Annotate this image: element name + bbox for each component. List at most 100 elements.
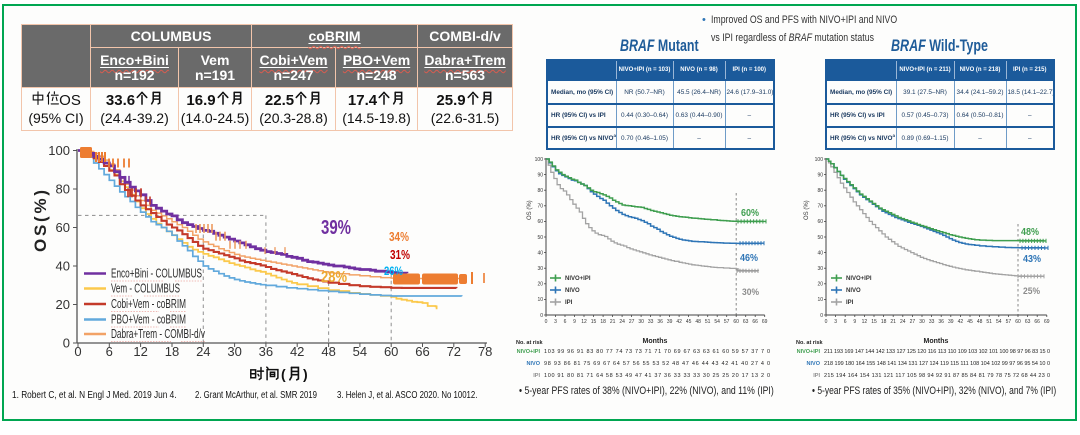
- svg-text:NIVO: NIVO: [565, 288, 580, 294]
- svg-text:9: 9: [853, 319, 856, 325]
- svg-text:IPI: IPI: [846, 300, 854, 306]
- svg-text:30: 30: [638, 319, 644, 325]
- svg-text:69: 69: [762, 319, 768, 325]
- svg-text:66: 66: [415, 344, 429, 359]
- svg-text:60: 60: [537, 219, 543, 225]
- svg-text:27: 27: [910, 319, 916, 325]
- svg-text:100 91 80 81 71 64 58 53 49 47: 100 91 80 81 71 64 58 53 49 47 41 37 36 …: [544, 373, 770, 379]
- svg-text:6: 6: [844, 319, 847, 325]
- svg-text:60: 60: [384, 344, 398, 359]
- svg-text:215 194 164 154 131 121 117 10: 215 194 164 154 131 121 117 105 98 94 92…: [824, 373, 1050, 379]
- svg-text:21: 21: [890, 319, 896, 325]
- svg-text:70: 70: [537, 204, 543, 210]
- svg-text:45: 45: [967, 319, 973, 325]
- svg-text:NIVO+IPI: NIVO+IPI: [565, 276, 591, 282]
- svg-text:24: 24: [196, 344, 210, 359]
- svg-text:70: 70: [817, 204, 823, 210]
- svg-text:54: 54: [714, 319, 720, 325]
- svg-text:30: 30: [227, 344, 241, 359]
- svg-text:18: 18: [165, 344, 179, 359]
- svg-text:46%: 46%: [740, 253, 758, 264]
- svg-text:103 99 96 91 83 80 77 74 73 73: 103 99 96 91 83 80 77 74 73 73 71 71 70 …: [544, 349, 770, 355]
- svg-text:66: 66: [1034, 319, 1040, 325]
- svg-text:63: 63: [1025, 319, 1031, 325]
- svg-text:NIVO: NIVO: [807, 361, 821, 367]
- svg-text:60%: 60%: [741, 208, 759, 219]
- svg-text:34%: 34%: [389, 230, 409, 244]
- svg-text:0: 0: [825, 319, 828, 325]
- svg-text:No. at risk: No. at risk: [796, 340, 824, 346]
- svg-text:NIVO: NIVO: [527, 361, 541, 367]
- svg-text:IPI: IPI: [565, 300, 573, 306]
- svg-text:Dabra+Trem - COMBI-d/v: Dabra+Trem - COMBI-d/v: [111, 327, 205, 341]
- svg-text:33: 33: [929, 319, 935, 325]
- svg-text:100: 100: [815, 157, 824, 163]
- svg-text:OS(%): OS(%): [31, 190, 50, 252]
- svg-text:33: 33: [648, 319, 654, 325]
- svg-text:48%: 48%: [1021, 227, 1039, 238]
- svg-text:39: 39: [667, 319, 673, 325]
- svg-text:10: 10: [537, 297, 543, 303]
- svg-text:Cobi+Vem - coBRIM: Cobi+Vem - coBRIM: [111, 297, 186, 311]
- svg-text:26%: 26%: [384, 266, 403, 278]
- svg-text:42: 42: [958, 319, 964, 325]
- svg-text:42: 42: [676, 319, 682, 325]
- svg-text:100: 100: [48, 143, 70, 158]
- svg-text:PBO+Vem - coBRIM: PBO+Vem - coBRIM: [111, 313, 186, 327]
- svg-text:30: 30: [537, 266, 543, 272]
- svg-text:(: (: [281, 366, 286, 382]
- svg-text:90: 90: [537, 172, 543, 178]
- svg-text:NIVO+IPI: NIVO+IPI: [846, 276, 872, 282]
- svg-text:40: 40: [56, 259, 70, 274]
- svg-text:43%: 43%: [1023, 254, 1041, 265]
- svg-text:10: 10: [817, 297, 823, 303]
- svg-text:IPI: IPI: [813, 373, 820, 379]
- svg-text:28%: 28%: [321, 269, 347, 286]
- svg-text:NIVO: NIVO: [846, 288, 861, 294]
- svg-text:60: 60: [1015, 319, 1021, 325]
- svg-text:45: 45: [686, 319, 692, 325]
- svg-text:48: 48: [695, 319, 701, 325]
- svg-text:69: 69: [1044, 319, 1050, 325]
- svg-text:50: 50: [817, 235, 823, 241]
- svg-text:24: 24: [900, 319, 906, 325]
- svg-text:No. at risk: No. at risk: [516, 340, 544, 346]
- svg-text:21: 21: [610, 319, 616, 325]
- svg-text:24: 24: [619, 319, 625, 325]
- svg-text:39: 39: [948, 319, 954, 325]
- svg-text:NIVO+IPI: NIVO+IPI: [517, 349, 541, 355]
- svg-text:60: 60: [733, 319, 739, 325]
- svg-text:): ): [303, 366, 308, 382]
- svg-text:Vem - COLUMBUS: Vem - COLUMBUS: [111, 282, 180, 296]
- svg-text:54: 54: [353, 344, 367, 359]
- svg-text:40: 40: [817, 250, 823, 256]
- svg-text:12: 12: [862, 319, 868, 325]
- svg-text:20: 20: [817, 282, 823, 288]
- svg-text:18: 18: [881, 319, 887, 325]
- svg-text:66: 66: [752, 319, 758, 325]
- svg-text:OS (%): OS (%): [527, 200, 533, 220]
- svg-text:90: 90: [817, 172, 823, 178]
- svg-text:39%: 39%: [321, 217, 351, 239]
- svg-text:100: 100: [535, 157, 544, 163]
- svg-text:48: 48: [977, 319, 983, 325]
- svg-text:60: 60: [817, 219, 823, 225]
- svg-text:12: 12: [133, 344, 147, 359]
- svg-text:IPI: IPI: [533, 373, 540, 379]
- svg-text:57: 57: [1006, 319, 1012, 325]
- svg-text:54: 54: [996, 319, 1002, 325]
- svg-text:0: 0: [545, 319, 548, 325]
- svg-text:OS (%): OS (%): [804, 200, 810, 220]
- svg-text:60: 60: [56, 220, 70, 235]
- svg-text:48: 48: [321, 344, 335, 359]
- svg-text:Months: Months: [924, 338, 949, 345]
- svg-text:0: 0: [540, 313, 543, 319]
- svg-text:15: 15: [871, 319, 877, 325]
- svg-text:0: 0: [63, 336, 70, 351]
- svg-text:30: 30: [919, 319, 925, 325]
- svg-text:72: 72: [447, 344, 461, 359]
- svg-text:80: 80: [817, 188, 823, 194]
- svg-text:15: 15: [591, 319, 597, 325]
- svg-text:12: 12: [581, 319, 587, 325]
- svg-text:25%: 25%: [1023, 286, 1040, 297]
